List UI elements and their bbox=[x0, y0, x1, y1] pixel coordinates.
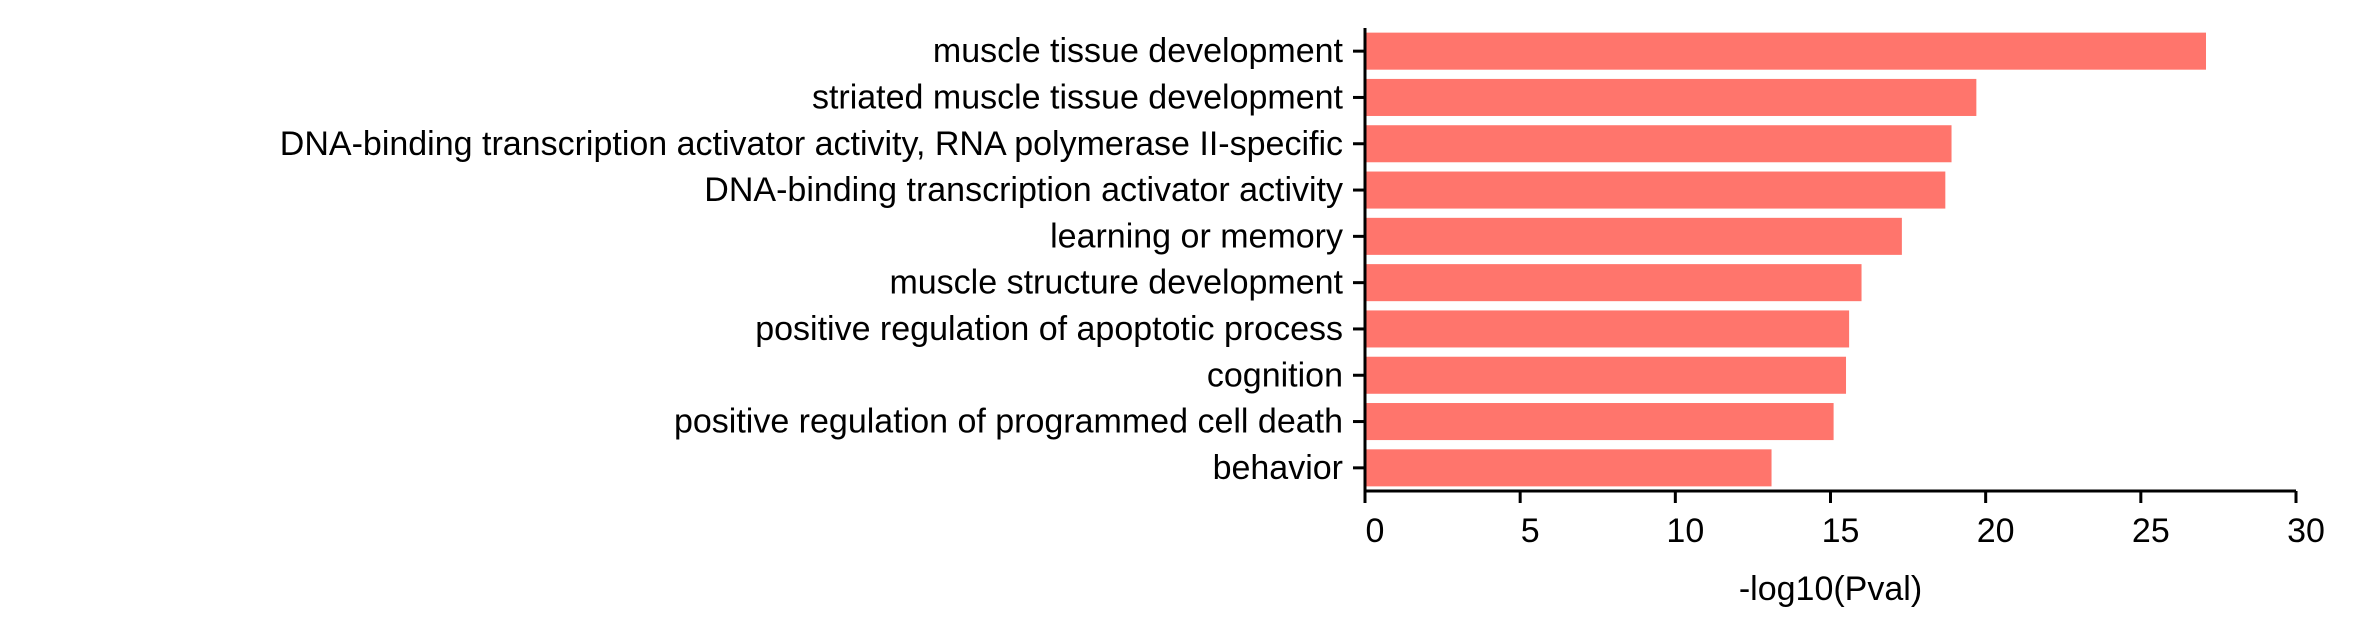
category-label: positive regulation of apoptotic process bbox=[755, 310, 1343, 348]
y-ticks bbox=[1353, 49, 1365, 470]
bar bbox=[1365, 78, 1977, 116]
x-ticks: 0 5 10 15 20 25 30 bbox=[1363, 491, 2325, 550]
bar bbox=[1365, 449, 1772, 487]
x-tick-label: 30 bbox=[2287, 512, 2325, 550]
x-tick-label: 0 bbox=[1366, 512, 1385, 550]
category-label: learning or memory bbox=[1050, 217, 1343, 255]
category-label: DNA-binding transcription activator acti… bbox=[704, 171, 1343, 209]
category-label: positive regulation of programmed cell d… bbox=[674, 403, 1343, 441]
bars-layer bbox=[1365, 32, 2207, 487]
bar bbox=[1365, 32, 2207, 70]
x-tick-label: 5 bbox=[1521, 512, 1540, 550]
x-tick-label: 10 bbox=[1666, 512, 1704, 550]
category-label: behavior bbox=[1213, 449, 1343, 487]
category-label: muscle tissue development bbox=[933, 32, 1344, 70]
bar bbox=[1365, 403, 1834, 441]
bar bbox=[1365, 310, 1850, 348]
bar bbox=[1365, 356, 1847, 394]
bar bbox=[1365, 125, 1952, 163]
category-label: cognition bbox=[1207, 356, 1343, 394]
bar bbox=[1365, 171, 1946, 209]
x-axis-title: -log10(Pval) bbox=[1739, 570, 1922, 608]
category-label: muscle structure development bbox=[889, 264, 1343, 302]
bar bbox=[1365, 217, 1902, 255]
x-tick-label: 25 bbox=[2132, 512, 2170, 550]
bar bbox=[1365, 264, 1862, 302]
category-label: striated muscle tissue development bbox=[812, 78, 1344, 116]
x-tick-label: 20 bbox=[1977, 512, 2015, 550]
category-labels: muscle tissue development striated muscle… bbox=[280, 32, 1344, 487]
x-tick-label: 15 bbox=[1822, 512, 1860, 550]
category-label: DNA-binding transcription activator acti… bbox=[280, 125, 1343, 163]
